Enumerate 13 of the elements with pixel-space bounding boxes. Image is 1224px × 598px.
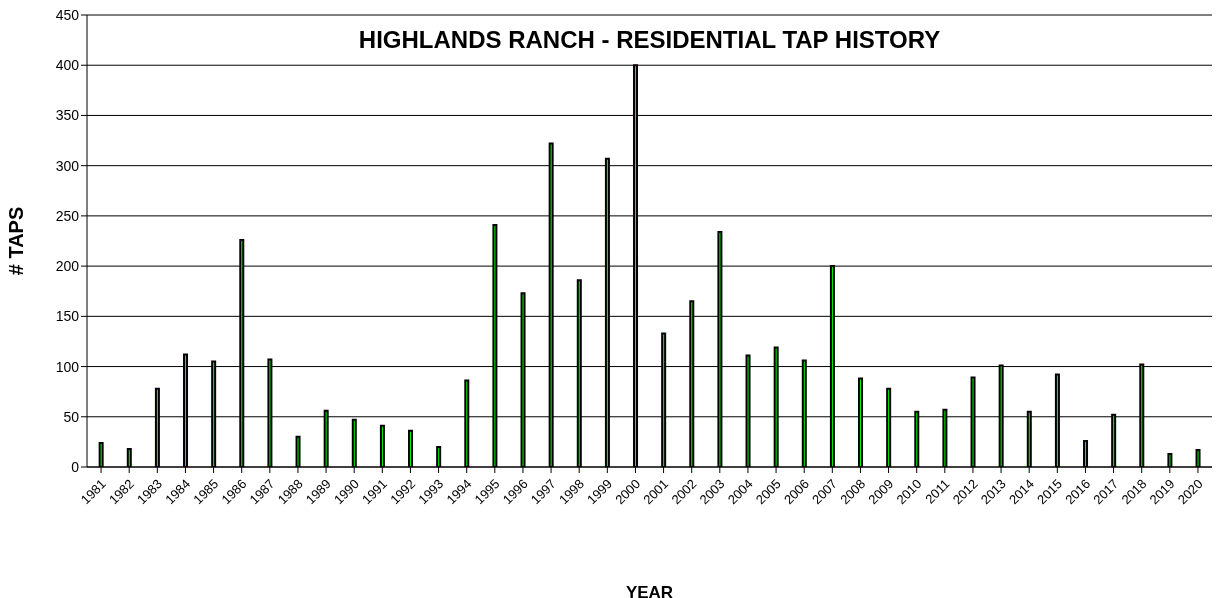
y-tick-label: 250 (55, 207, 80, 224)
y-tick-label: 350 (55, 107, 80, 124)
x-axis-title: YEAR (625, 583, 674, 598)
y-tick-label: 100 (55, 358, 80, 375)
y-tick-label: 400 (55, 57, 80, 74)
y-tick-label: 50 (63, 408, 80, 425)
y-tick-label: 300 (55, 157, 80, 174)
y-tick-label: 150 (55, 308, 80, 325)
y-tick-label: 450 (55, 6, 80, 23)
y-tick-label: 0 (71, 458, 80, 475)
y-tick-label: 200 (55, 258, 80, 275)
y-axis-title: # TAPS (5, 206, 28, 276)
text: HIGHLANDS RANCH - RESIDENTIAL TAP HISTORY (357, 26, 942, 54)
